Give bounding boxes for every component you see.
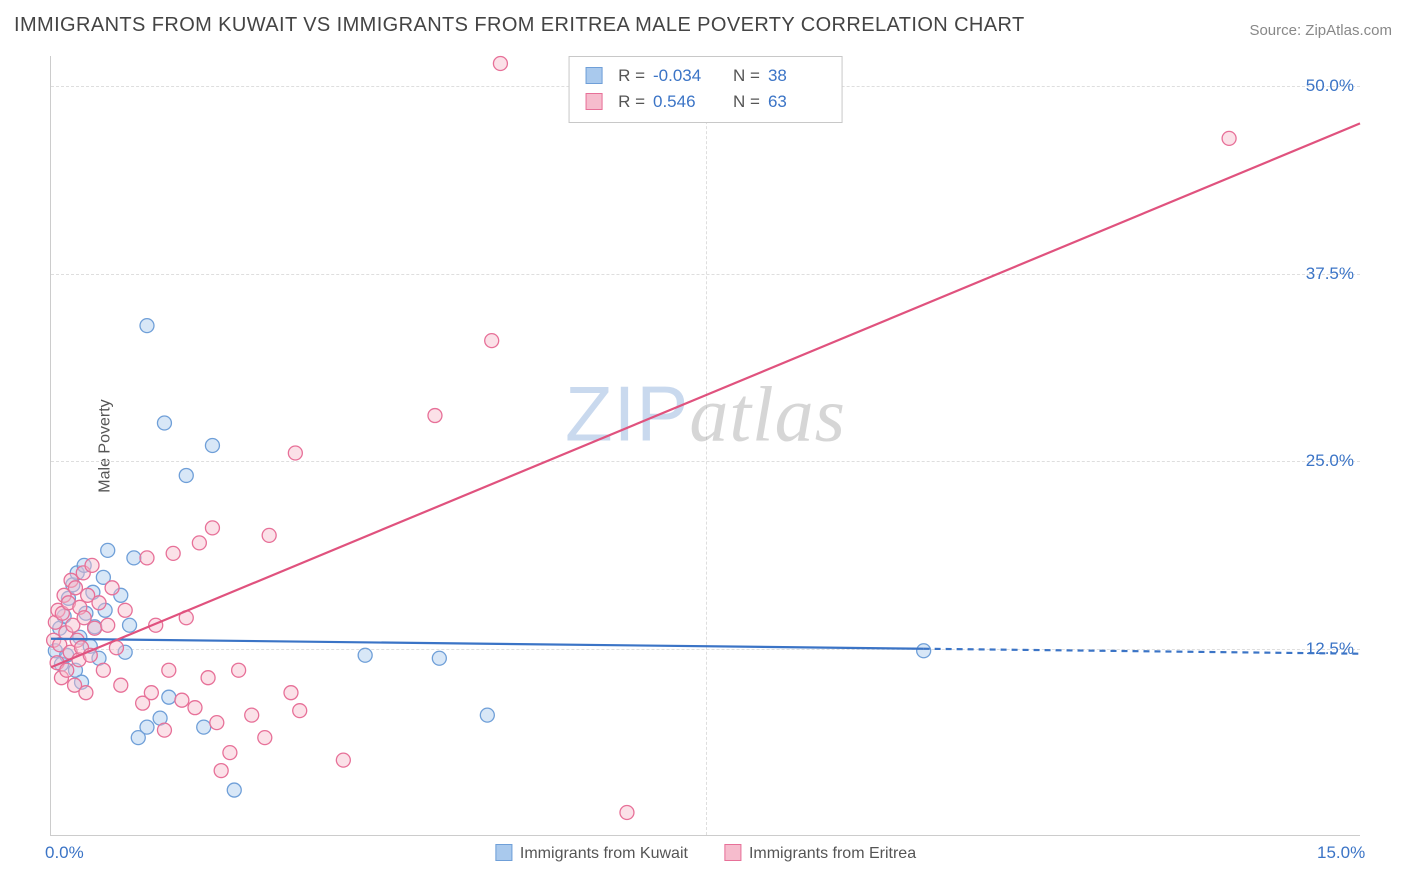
data-point-eritrea: [258, 731, 272, 745]
chart-container: IMMIGRANTS FROM KUWAIT VS IMMIGRANTS FRO…: [0, 0, 1406, 892]
data-point-eritrea: [162, 663, 176, 677]
plot-area: Male Poverty ZIPatlas R =-0.034N =38R =0…: [50, 56, 1360, 836]
data-point-eritrea: [205, 521, 219, 535]
series-legend-item-kuwait: Immigrants from Kuwait: [495, 844, 688, 863]
data-point-kuwait: [480, 708, 494, 722]
data-point-eritrea: [140, 551, 154, 565]
legend-r-label: R =: [618, 63, 645, 89]
x-tick-label: 0.0%: [45, 843, 84, 863]
data-point-eritrea: [493, 56, 507, 70]
series-legend-item-eritrea: Immigrants from Eritrea: [724, 844, 916, 863]
series-legend: Immigrants from Kuwait Immigrants from Er…: [495, 844, 916, 863]
data-point-kuwait: [917, 644, 931, 658]
legend-swatch-kuwait: [495, 844, 512, 861]
data-point-eritrea: [92, 596, 106, 610]
y-tick-label: 50.0%: [1306, 76, 1354, 96]
data-point-eritrea: [105, 581, 119, 595]
legend-n-label: N =: [733, 63, 760, 89]
data-point-eritrea: [68, 581, 82, 595]
data-point-eritrea: [485, 334, 499, 348]
data-point-eritrea: [262, 528, 276, 542]
data-point-eritrea: [1222, 131, 1236, 145]
data-point-eritrea: [428, 409, 442, 423]
correlation-legend: R = -0.034 N = 38 R = 0.546 N = 63: [568, 56, 843, 123]
data-point-eritrea: [175, 693, 189, 707]
data-point-eritrea: [223, 746, 237, 760]
data-point-kuwait: [162, 690, 176, 704]
data-point-eritrea: [96, 663, 110, 677]
data-point-kuwait: [140, 319, 154, 333]
data-point-kuwait: [140, 720, 154, 734]
legend-n-value: 63: [768, 89, 826, 115]
data-point-eritrea: [77, 611, 91, 625]
data-point-kuwait: [127, 551, 141, 565]
data-point-eritrea: [88, 621, 102, 635]
data-point-kuwait: [432, 651, 446, 665]
data-point-kuwait: [157, 416, 171, 430]
data-point-eritrea: [85, 558, 99, 572]
data-point-eritrea: [284, 686, 298, 700]
legend-r-value: -0.034: [653, 63, 711, 89]
data-point-eritrea: [201, 671, 215, 685]
data-point-eritrea: [157, 723, 171, 737]
legend-r-label: R =: [618, 89, 645, 115]
data-point-eritrea: [620, 806, 634, 820]
legend-row-kuwait: R = -0.034 N = 38: [585, 63, 826, 89]
legend-n-label: N =: [733, 89, 760, 115]
trend-line-eritrea: [51, 123, 1360, 667]
data-point-eritrea: [101, 618, 115, 632]
legend-swatch-kuwait: [585, 67, 602, 84]
legend-n-value: 38: [768, 63, 826, 89]
x-tick-label: 15.0%: [1317, 843, 1365, 863]
legend-row-eritrea: R = 0.546 N = 63: [585, 89, 826, 115]
series-legend-label: Immigrants from Eritrea: [749, 845, 916, 862]
data-point-eritrea: [144, 686, 158, 700]
legend-swatch-eritrea: [585, 93, 602, 110]
data-point-kuwait: [358, 648, 372, 662]
data-point-kuwait: [101, 543, 115, 557]
data-point-eritrea: [210, 716, 224, 730]
data-point-eritrea: [60, 663, 74, 677]
data-point-eritrea: [118, 603, 132, 617]
data-point-eritrea: [214, 764, 228, 778]
data-point-eritrea: [336, 753, 350, 767]
trend-line-kuwait: [51, 639, 924, 649]
data-point-kuwait: [205, 439, 219, 453]
series-legend-label: Immigrants from Kuwait: [520, 845, 688, 862]
source-label: Source: ZipAtlas.com: [1249, 22, 1392, 39]
data-point-kuwait: [179, 468, 193, 482]
data-point-eritrea: [79, 686, 93, 700]
y-tick-label: 25.0%: [1306, 451, 1354, 471]
chart-svg: [51, 56, 1360, 835]
data-point-eritrea: [166, 546, 180, 560]
y-tick-label: 12.5%: [1306, 639, 1354, 659]
data-point-eritrea: [293, 704, 307, 718]
data-point-eritrea: [192, 536, 206, 550]
legend-swatch-eritrea: [724, 844, 741, 861]
legend-r-value: 0.546: [653, 89, 711, 115]
data-point-kuwait: [227, 783, 241, 797]
trend-line-dashed-kuwait: [924, 649, 1360, 654]
data-point-eritrea: [188, 701, 202, 715]
data-point-kuwait: [123, 618, 137, 632]
chart-title: IMMIGRANTS FROM KUWAIT VS IMMIGRANTS FRO…: [14, 14, 1025, 37]
data-point-kuwait: [197, 720, 211, 734]
data-point-eritrea: [232, 663, 246, 677]
y-tick-label: 37.5%: [1306, 264, 1354, 284]
data-point-eritrea: [114, 678, 128, 692]
data-point-eritrea: [245, 708, 259, 722]
data-point-eritrea: [288, 446, 302, 460]
